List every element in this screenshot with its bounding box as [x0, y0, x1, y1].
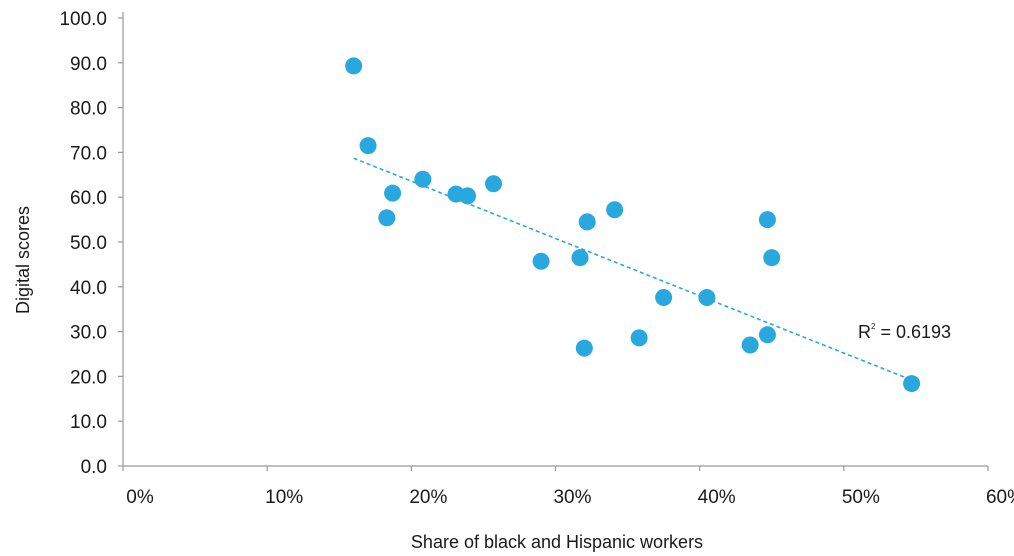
data-point	[414, 170, 432, 188]
x-axis-ticks: 0% 10% 20% 30% 40% 50% 60%	[122, 466, 1014, 508]
data-point	[459, 187, 477, 205]
r-squared-annotation: R2 = 0.6193	[858, 322, 951, 342]
data-point	[903, 375, 921, 393]
x-tick-label: 0%	[126, 487, 154, 508]
data-point	[606, 201, 624, 219]
r-squared-value: = 0.6193	[875, 322, 951, 342]
y-tick-label: 20.0	[70, 367, 107, 388]
y-tick-label: 40.0	[70, 278, 107, 299]
x-axis-title: Share of black and Hispanic workers	[411, 532, 703, 552]
data-point	[763, 249, 781, 267]
data-point	[485, 175, 503, 193]
x-tick-label: 10%	[265, 487, 303, 508]
data-point	[578, 213, 596, 231]
data-point	[630, 329, 648, 347]
data-point	[378, 209, 396, 227]
y-tick-label: 70.0	[70, 143, 107, 164]
x-tick-label: 60%	[986, 487, 1014, 508]
y-axis-title: Digital scores	[13, 206, 33, 314]
y-tick-label: 80.0	[70, 99, 107, 120]
data-point	[345, 57, 363, 75]
data-point	[655, 289, 673, 307]
y-tick-label: 90.0	[70, 54, 107, 75]
y-axis-ticks: 0.0 10.0 20.0 30.0 40.0 50.0 60.0 70.0 80.0 90.0 1…	[59, 9, 123, 478]
data-points	[345, 57, 921, 393]
y-tick-label: 30.0	[70, 323, 107, 344]
data-point	[575, 339, 593, 357]
r-squared-exponent: 2	[871, 322, 876, 331]
x-tick-label: 20%	[409, 487, 447, 508]
data-point	[741, 336, 759, 354]
data-point	[698, 289, 716, 307]
data-point	[532, 252, 550, 270]
data-point	[384, 184, 402, 202]
y-tick-label: 60.0	[70, 188, 107, 209]
data-point	[758, 326, 776, 344]
y-tick-label: 100.0	[59, 9, 107, 30]
x-tick-label: 30%	[553, 487, 591, 508]
data-point	[758, 211, 776, 229]
y-tick-label: 50.0	[70, 233, 107, 254]
r-squared-r: R	[858, 322, 871, 342]
data-point	[571, 249, 589, 267]
x-tick-label: 50%	[842, 487, 880, 508]
y-tick-label: 10.0	[70, 412, 107, 433]
x-tick-label: 40%	[698, 487, 736, 508]
data-point	[359, 137, 377, 155]
trendline	[353, 157, 912, 381]
y-tick-label: 0.0	[81, 457, 107, 478]
